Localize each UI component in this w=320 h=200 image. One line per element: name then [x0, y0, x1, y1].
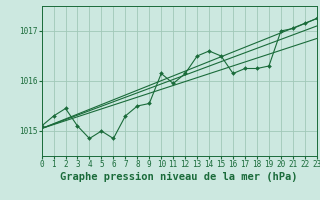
X-axis label: Graphe pression niveau de la mer (hPa): Graphe pression niveau de la mer (hPa)	[60, 172, 298, 182]
